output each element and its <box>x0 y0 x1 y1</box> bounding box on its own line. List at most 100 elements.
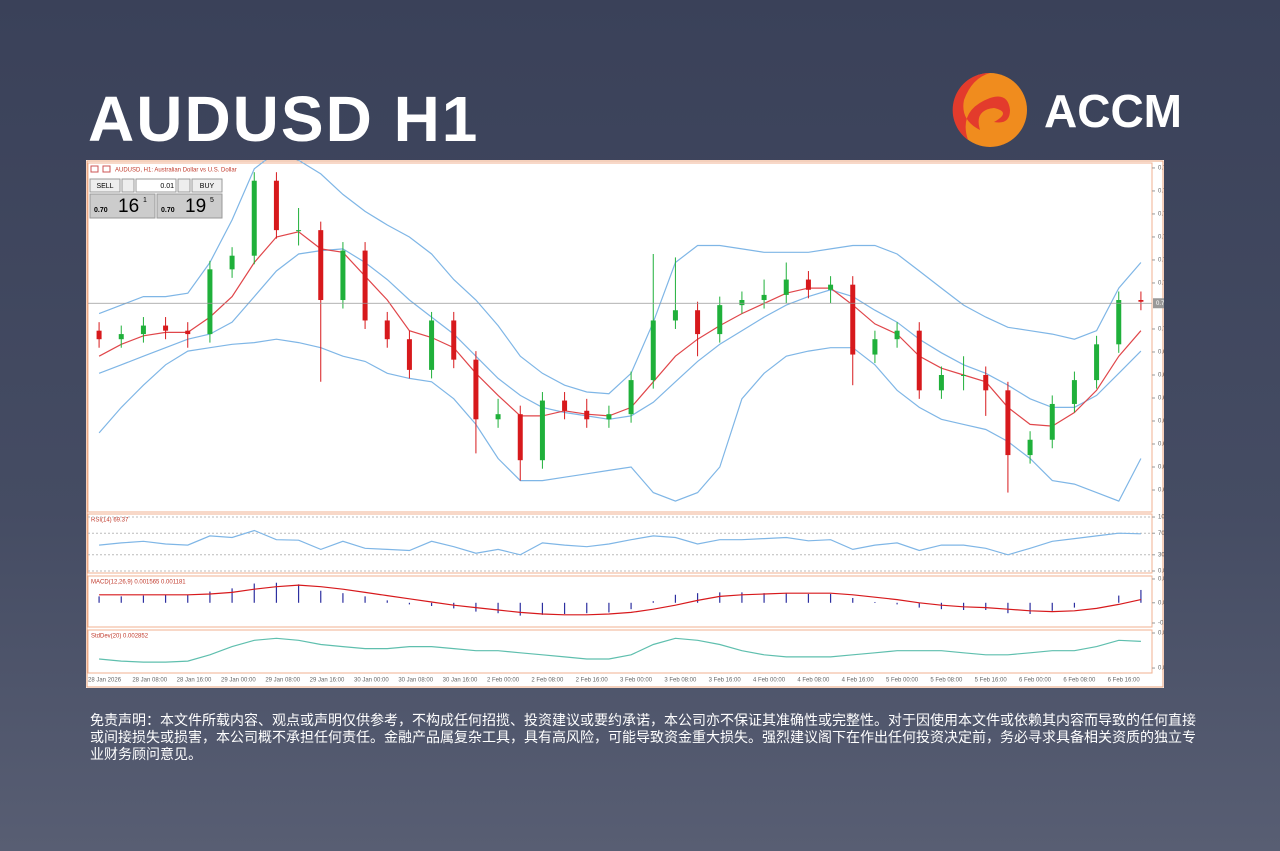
y-tick-label: 0.69065 <box>1158 488 1164 494</box>
candle-body <box>1027 439 1033 456</box>
candle-body <box>406 339 412 370</box>
y-tick-label: 0.69200 <box>1158 465 1164 471</box>
y-tick-label: 0.70010 <box>1158 327 1164 333</box>
buy-price-box[interactable] <box>156 193 223 219</box>
candle-body <box>1005 390 1011 456</box>
candle-body <box>783 279 789 295</box>
candle-body <box>938 374 944 391</box>
y-tick-label: 0.69470 <box>1158 419 1164 425</box>
y-tick-label: 0.00 <box>1158 569 1164 575</box>
y-tick-label: 0.69335 <box>1158 442 1164 448</box>
candle-body <box>1049 403 1055 440</box>
y-tick-label: 0.69605 <box>1158 396 1164 402</box>
series-line <box>98 338 1142 502</box>
x-tick-label: 2 Feb 08:00 <box>531 678 564 684</box>
candle-body <box>362 250 368 321</box>
candle-body <box>584 410 590 420</box>
sell-button[interactable] <box>89 178 121 193</box>
candle-body <box>1116 300 1122 345</box>
panel-border <box>87 575 1153 628</box>
x-tick-label: 30 Jan 16:00 <box>443 678 478 684</box>
candle-body <box>296 230 302 232</box>
x-tick-label: 6 Feb 16:00 <box>1108 678 1141 684</box>
candle-body <box>983 374 989 391</box>
series-line <box>98 231 1142 427</box>
y-tick-label: 100.00 <box>1158 515 1164 521</box>
x-tick-label: 4 Feb 00:00 <box>753 678 786 684</box>
y-tick-label: 70.00 <box>1158 531 1164 537</box>
chart-border <box>86 160 1164 688</box>
x-tick-label: 6 Feb 08:00 <box>1063 678 1096 684</box>
y-tick-label: 0.70685 <box>1158 212 1164 218</box>
buy-label[interactable]: BUY <box>200 183 215 190</box>
candle-body <box>185 330 191 335</box>
x-tick-label: 4 Feb 08:00 <box>797 678 830 684</box>
candle-body <box>118 334 124 340</box>
sell-price-big[interactable]: 16 <box>118 196 139 217</box>
y-tick-label: 0.69875 <box>1158 350 1164 356</box>
y-tick-label: 0.70415 <box>1158 258 1164 264</box>
lot-value[interactable]: 0.01 <box>160 183 174 190</box>
candle-body <box>163 325 169 331</box>
x-tick-label: 28 Jan 16:00 <box>177 678 212 684</box>
y-tick-label: -0.002521 <box>1158 621 1164 627</box>
x-tick-label: 28 Jan 08:00 <box>132 678 167 684</box>
candle-body <box>872 339 878 355</box>
window-icon <box>90 165 99 173</box>
candle-body <box>650 320 656 381</box>
buy-price-prefix[interactable]: 0.70 <box>161 207 175 214</box>
brand-logo <box>952 72 1027 147</box>
candle-body <box>96 330 102 340</box>
y-tick-label: 0.69740 <box>1158 373 1164 379</box>
x-tick-label: 6 Feb 00:00 <box>1019 678 1052 684</box>
candle-body <box>717 305 723 335</box>
y-tick-label: 0.002969 <box>1158 577 1164 583</box>
y-tick-label: 0.70820 <box>1158 189 1164 195</box>
candle-body <box>1071 380 1077 404</box>
lot-up[interactable] <box>177 178 191 193</box>
x-tick-label: 29 Jan 16:00 <box>310 678 345 684</box>
x-tick-label: 3 Feb 00:00 <box>620 678 653 684</box>
buy-button[interactable] <box>191 178 223 193</box>
x-tick-label: 4 Feb 16:00 <box>842 678 875 684</box>
x-tick-label: 30 Jan 08:00 <box>398 678 433 684</box>
window-icon <box>102 165 111 173</box>
x-tick-label: 2 Feb 16:00 <box>576 678 609 684</box>
panel-border <box>87 513 1153 574</box>
series-line <box>98 248 1142 420</box>
x-tick-label: 28 Jan 2026 <box>88 678 122 684</box>
lot-input[interactable] <box>135 178 177 193</box>
y-tick-label: 0.000328 <box>1158 666 1164 672</box>
buy-price-sup[interactable]: 5 <box>210 197 214 204</box>
candle-body <box>229 255 235 270</box>
candle-body <box>140 325 146 335</box>
buy-price-big[interactable]: 19 <box>185 196 206 217</box>
sell-price-box[interactable] <box>89 193 156 219</box>
x-tick-label: 5 Feb 00:00 <box>886 678 919 684</box>
series-line <box>99 584 1142 616</box>
candle-body <box>562 400 568 411</box>
panel-label: RSI(14) 69.37 <box>91 518 129 524</box>
y-tick-label: 0.70280 <box>1158 281 1164 287</box>
window-title: AUDUSD, H1: Australian Dollar vs U.S. Do… <box>115 168 237 174</box>
candle-body <box>739 300 745 306</box>
sell-price-prefix[interactable]: 0.70 <box>94 207 108 214</box>
sell-price-sup[interactable]: 1 <box>143 197 147 204</box>
x-tick-label: 30 Jan 00:00 <box>354 678 389 684</box>
y-tick-label: 0.70550 <box>1158 235 1164 241</box>
page-title: AUDUSD H1 <box>88 83 480 155</box>
panel-label: StdDev(20) 0.002852 <box>91 634 149 640</box>
chart-window: 0.709550.708200.706850.705500.704150.702… <box>86 151 1186 688</box>
panel-border <box>87 629 1153 674</box>
sell-label[interactable]: SELL <box>96 183 113 190</box>
candle-body <box>1138 300 1144 302</box>
chart: 0.709550.708200.706850.705500.704150.702… <box>86 151 1186 688</box>
candle-body <box>805 279 811 290</box>
candle-body <box>207 269 213 335</box>
lot-down[interactable] <box>121 178 135 193</box>
y-tick-label: 0.70955 <box>1158 166 1164 172</box>
brand-name: ACCM <box>1044 85 1182 137</box>
candle-body <box>672 310 678 321</box>
series-line <box>99 529 1141 556</box>
